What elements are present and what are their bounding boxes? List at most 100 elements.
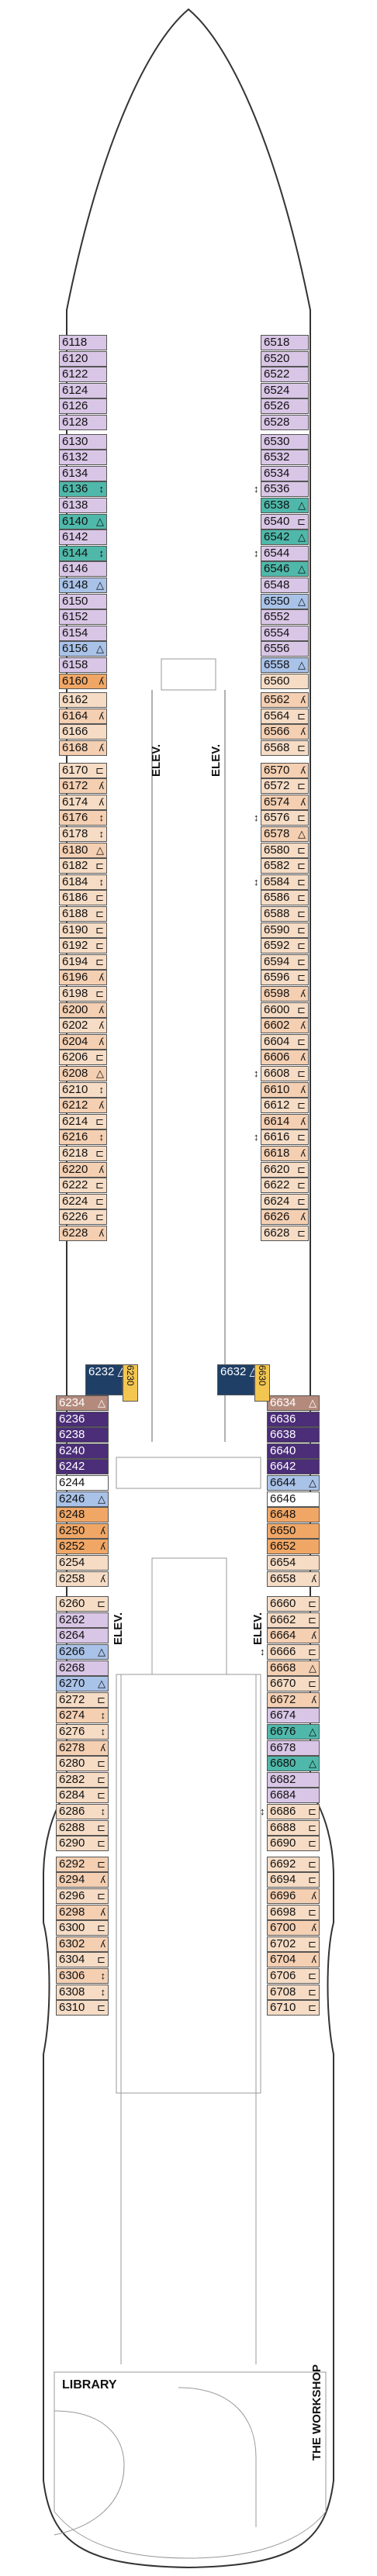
cabin-6276[interactable]: 6276 ↕ (56, 1724, 109, 1740)
cabin-6556[interactable]: 6556 (261, 641, 309, 657)
cabin-6548[interactable]: 6548 (261, 578, 309, 593)
cabin-6642[interactable]: 6642 (267, 1459, 320, 1475)
cabin-6652[interactable]: 6652 (267, 1539, 320, 1555)
cabin-6612[interactable]: 6612 ⊏ (261, 1098, 309, 1114)
cabin-6636[interactable]: 6636 (267, 1411, 320, 1427)
cabin-6668[interactable]: 6668 △ (267, 1660, 320, 1676)
cabin-6290[interactable]: 6290 ⊏ (56, 1836, 109, 1852)
cabin-6700[interactable]: 6700 ʎ (267, 1920, 320, 1936)
cabin-6206[interactable]: 6206 ⊏ (59, 1050, 107, 1066)
cabin-6638[interactable]: 6638 (267, 1427, 320, 1443)
cabin-6118[interactable]: 6118 (59, 335, 107, 350)
cabin-6568[interactable]: 6568 ⊏ (261, 740, 309, 756)
cabin-6538[interactable]: 6538 △ (261, 498, 309, 513)
cabin-6526[interactable]: 6526 (261, 398, 309, 415)
cabin-6136[interactable]: 6136 ↕ (59, 481, 107, 498)
cabin-6694[interactable]: 6694 ⊏ (267, 1872, 320, 1888)
cabin-6234[interactable]: 6234 △ (56, 1395, 109, 1411)
cabin-6648[interactable]: 6648 (267, 1507, 320, 1523)
cabin-6534[interactable]: 6534 (261, 465, 309, 481)
cabin-6632[interactable]: 6632 △ (217, 1364, 258, 1395)
cabin-6306[interactable]: 6306 ↕ (56, 1968, 109, 1984)
cabin-6562[interactable]: 6562 ʎ (261, 692, 309, 709)
cabin-6580[interactable]: 6580 ⊏ (261, 842, 309, 858)
cabin-6162[interactable]: 6162 (59, 692, 107, 709)
cabin-6178[interactable]: 6178 ↕ (59, 826, 107, 842)
cabin-6618[interactable]: 6618 ʎ (261, 1146, 309, 1161)
cabin-6264[interactable]: 6264 (56, 1628, 109, 1644)
cabin-6564[interactable]: 6564 ⊏ (261, 708, 309, 724)
cabin-6634[interactable]: 6634 △ (267, 1395, 320, 1411)
cabin-6628[interactable]: 6628 ⊏ (261, 1226, 309, 1241)
cabin-6530[interactable]: 6530 (261, 433, 309, 450)
cabin-6214[interactable]: 6214 ⊏ (59, 1113, 107, 1129)
cabin-6122[interactable]: 6122 (59, 367, 107, 383)
cabin-6672[interactable]: 6672 ʎ (267, 1691, 320, 1708)
cabin-6154[interactable]: 6154 (59, 625, 107, 641)
cabin-6558[interactable]: 6558 △ (261, 657, 309, 673)
cabin-6152[interactable]: 6152 (59, 609, 107, 626)
cabin-6546[interactable]: 6546 △ (261, 561, 309, 578)
cabin-6640[interactable]: 6640 (267, 1443, 320, 1459)
cabin-6278[interactable]: 6278 ʎ (56, 1740, 109, 1756)
cabin-6168[interactable]: 6168 ʎ (59, 740, 107, 756)
cabin-6662[interactable]: 6662 ⊏ (267, 1612, 320, 1628)
cabin-6608[interactable]: 6608 ⊏ ↕ (254, 1066, 309, 1081)
cabin-6588[interactable]: 6588 ⊏ (261, 906, 309, 922)
cabin-6570[interactable]: 6570 ʎ (261, 762, 309, 778)
cabin-6664[interactable]: 6664 ʎ (267, 1628, 320, 1644)
cabin-6242[interactable]: 6242 (56, 1459, 109, 1475)
cabin-6680[interactable]: 6680 △ (267, 1756, 320, 1772)
cabin-6622[interactable]: 6622 ⊏ (261, 1178, 309, 1194)
cabin-6232[interactable]: 6232 △ (85, 1364, 126, 1395)
cabin-6536[interactable]: 6536 ↕ (254, 481, 309, 498)
cabin-6610[interactable]: 6610 ʎ (261, 1081, 309, 1098)
cabin-6132[interactable]: 6132 (59, 450, 107, 466)
cabin-6294[interactable]: 6294 ʎ (56, 1872, 109, 1888)
cabin-6616[interactable]: 6616 ⊏ ↕ (254, 1129, 309, 1146)
cabin-6574[interactable]: 6574 ʎ (261, 794, 309, 810)
cabin-6658[interactable]: 6658 ʎ (267, 1571, 320, 1587)
cabin-6198[interactable]: 6198 ⊏ (59, 986, 107, 1002)
cabin-6702[interactable]: 6702 ⊏ (267, 1936, 320, 1952)
cabin-6226[interactable]: 6226 ⊏ (59, 1209, 107, 1226)
cabin-6590[interactable]: 6590 ⊏ (261, 922, 309, 938)
cabin-6192[interactable]: 6192 ⊏ (59, 938, 107, 954)
cabin-6236[interactable]: 6236 (56, 1411, 109, 1427)
cabin-6644[interactable]: 6644 △ (267, 1475, 320, 1491)
cabin-6244[interactable]: 6244 (56, 1475, 109, 1491)
cabin-6596[interactable]: 6596 ⊏ (261, 970, 309, 986)
cabin-6308[interactable]: 6308 ↕ (56, 1984, 109, 2000)
cabin-6528[interactable]: 6528 (261, 415, 309, 430)
cabin-6696[interactable]: 6696 ʎ (267, 1888, 320, 1904)
cabin-6280[interactable]: 6280 ⊏ (56, 1756, 109, 1772)
cabin-6224[interactable]: 6224 ⊏ (59, 1193, 107, 1209)
cabin-6186[interactable]: 6186 ⊏ (59, 890, 107, 906)
cabin-6266[interactable]: 6266 △ (56, 1644, 109, 1660)
cabin-6620[interactable]: 6620 ⊏ (261, 1161, 309, 1178)
cabin-6650[interactable]: 6650 (267, 1522, 320, 1539)
cabin-6150[interactable]: 6150 (59, 593, 107, 609)
cabin-6248[interactable]: 6248 (56, 1507, 109, 1523)
cabin-6532[interactable]: 6532 (261, 450, 309, 466)
cabin-6540[interactable]: 6540 ⊏ (261, 513, 309, 529)
cabin-6146[interactable]: 6146 (59, 561, 107, 578)
cabin-6626[interactable]: 6626 ʎ (261, 1209, 309, 1226)
cabin-6542[interactable]: 6542 △ (261, 529, 309, 546)
cabin-6518[interactable]: 6518 (261, 335, 309, 350)
cabin-6138[interactable]: 6138 (59, 498, 107, 513)
cabin-6706[interactable]: 6706 ⊏ (267, 1968, 320, 1984)
cabin-6172[interactable]: 6172 ʎ (59, 778, 107, 795)
cabin-6130[interactable]: 6130 (59, 433, 107, 450)
cabin-6670[interactable]: 6670 ⊏ (267, 1676, 320, 1692)
cabin-6210[interactable]: 6210 ↕ (59, 1081, 107, 1098)
cabin-6550[interactable]: 6550 △ (261, 593, 309, 609)
cabin-6624[interactable]: 6624 ⊏ (261, 1193, 309, 1209)
cabin-6204[interactable]: 6204 ʎ (59, 1033, 107, 1050)
cabin-6202[interactable]: 6202 ʎ (59, 1018, 107, 1034)
cabin-6630[interactable]: 6630 (254, 1364, 270, 1402)
cabin-6156[interactable]: 6156 △ (59, 641, 107, 657)
cabin-6222[interactable]: 6222 ⊏ (59, 1178, 107, 1194)
cabin-6282[interactable]: 6282 ⊏ (56, 1771, 109, 1788)
cabin-6124[interactable]: 6124 (59, 382, 107, 398)
